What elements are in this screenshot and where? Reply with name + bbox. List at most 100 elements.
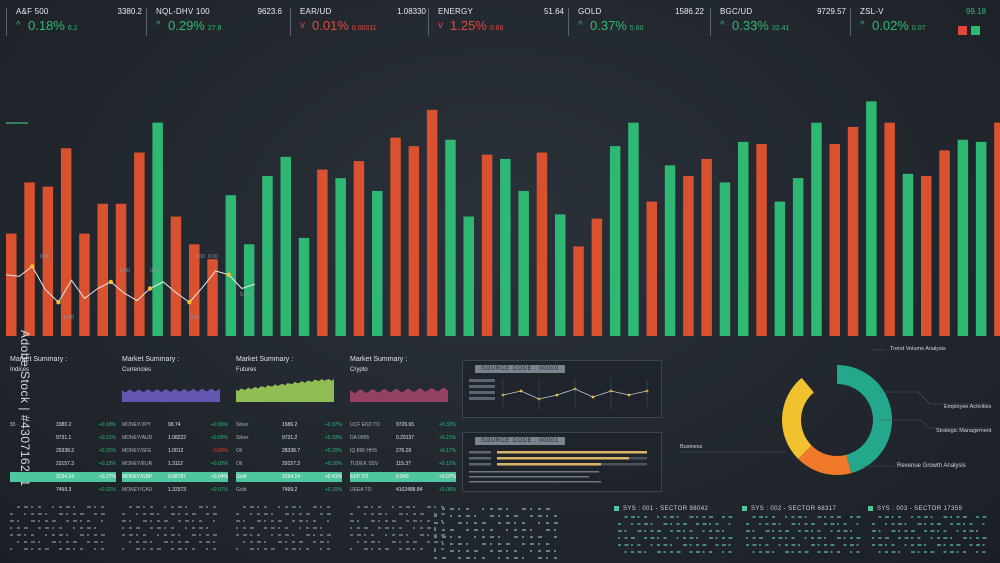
market-row[interactable]: Silver 1586.2 +0.37% <box>236 420 342 430</box>
ticker-separator <box>710 8 711 36</box>
row-change: +0.21% <box>98 435 116 441</box>
ticker-percent: 0.18% <box>28 18 65 33</box>
row-value: 1.08222 <box>168 435 187 441</box>
arrow-up-icon: ^ <box>16 20 21 31</box>
ticker-change: 32.41 <box>771 25 790 32</box>
row-change: -0.02% <box>212 448 228 454</box>
ticker-name: EAR/UD <box>300 7 332 16</box>
market-row[interactable]: 7499.3 +0.32% <box>10 485 116 495</box>
chart-bar <box>518 190 529 336</box>
market-row[interactable]: Gold 3194.14 +0.41% <box>236 472 342 482</box>
market-row[interactable]: 9731.1 +0.21% <box>10 433 116 443</box>
chart-bar <box>280 156 291 336</box>
market-row[interactable]: Gold 7499.2 +0.19% <box>236 485 342 495</box>
chart-bar <box>591 218 603 336</box>
row-change: +0.33% <box>438 422 456 428</box>
row-change: +0.08% <box>438 487 456 493</box>
market-row[interactable]: MONEY/SFE 1.0012 -0.02% <box>122 446 228 456</box>
market-row[interactable]: 3194.14 +0.27% <box>10 472 116 482</box>
chart-bar <box>463 216 474 336</box>
panel-subtitle: Futures <box>236 367 257 373</box>
panel-title: Market Summary : <box>236 356 294 363</box>
chart-bar <box>408 146 420 336</box>
row-value: 115.37 <box>396 461 411 467</box>
market-row[interactable]: MONEY/CAD 1.32573 +0.07% <box>122 485 228 495</box>
chart-point <box>147 286 153 291</box>
arrow-up-icon: ^ <box>860 20 865 31</box>
market-row[interactable]: 29338.2 +0.25% <box>10 446 116 456</box>
futures-area-chart <box>236 379 334 402</box>
row-value: 4102488.84 <box>396 487 423 493</box>
donut-label-business: Business <box>680 444 703 450</box>
row-name: TUDEK SSV <box>350 461 379 467</box>
red-square-icon <box>958 26 967 35</box>
market-row[interactable]: MONEY/AUD 1.08222 +0.05% <box>122 433 228 443</box>
row-value: 1.32573 <box>168 487 187 493</box>
ticker-item[interactable]: GOLD 1586.22 ^ 0.37% 5.60 <box>568 4 710 36</box>
chart-bar <box>481 154 493 336</box>
row-value: 9726.65 <box>396 422 415 428</box>
ticker-change: 27.8 <box>207 25 222 32</box>
row-change: +0.21% <box>438 435 456 441</box>
chart-point <box>226 272 231 277</box>
ticker-bar: A&F 500 3380.2 ^ 0.18% 6.2 NQL-DHV 100 96… <box>0 0 1000 40</box>
sys-sector-3: SYS : 003 - SECTOR 17359 <box>868 506 962 512</box>
row-change: +0.25% <box>98 448 116 454</box>
donut-label-employee: Employee Activities <box>944 404 992 410</box>
row-value: 29157.3 <box>282 461 301 467</box>
ticker-item[interactable]: NQL-DHV 100 9623.6 ^ 0.29% 27.8 <box>146 4 288 36</box>
row-change: +0.17% <box>438 448 456 454</box>
chart-bar <box>134 152 145 336</box>
row-name: EKP TO <box>350 474 369 480</box>
chart-bar <box>317 169 328 336</box>
chart-bar <box>957 139 969 336</box>
donut-segment <box>837 365 892 474</box>
ticker-separator <box>428 8 429 36</box>
market-row[interactable]: Oil 29157.3 +0.26% <box>236 459 342 469</box>
chart-bar <box>884 122 895 337</box>
market-row[interactable]: MONEY/GBP 0.68787 +0.04% <box>122 472 228 482</box>
market-row[interactable]: MONEY/JPY 99.74 +0.06% <box>122 420 228 430</box>
market-row[interactable]: $5 · 3380.2 +0.18% <box>10 420 116 430</box>
donut-segment <box>798 445 852 475</box>
market-row[interactable]: TUDEK SSV 115.37 +0.12% <box>350 459 456 469</box>
chart-bar <box>243 244 255 336</box>
bullet-icon <box>868 506 873 511</box>
market-row[interactable]: Oil 28338.7 +0.29% <box>236 446 342 456</box>
donut-label-revenue: Revenue Growth Analysis <box>897 463 966 469</box>
market-row[interactable]: MONEY/EUR 1.3112 +0.03% <box>122 459 228 469</box>
market-row[interactable]: IQ 896 HHS 276.03 +0.17% <box>350 446 456 456</box>
market-row[interactable]: UCF EKD TO 9726.65 +0.33% <box>350 420 456 430</box>
market-row[interactable]: 23157.3 +0.13% <box>10 459 116 469</box>
chart-bar <box>42 186 54 336</box>
ticker-percent: 1.25% <box>450 18 487 33</box>
chart-bar <box>902 173 914 336</box>
ticker-item[interactable]: ENERGY 51.64 v 1.25% 0.66 <box>428 4 570 36</box>
ticker-name: BGC/UD <box>720 7 753 16</box>
ticker-item[interactable]: A&F 500 3380.2 ^ 0.18% 6.2 <box>6 4 148 36</box>
ticker-item[interactable]: ZSL-V 99.18 ^ 0.02% 0.07 <box>850 4 992 36</box>
chart-bar <box>225 195 237 336</box>
market-row[interactable]: Silver 9731.2 +0.33% <box>236 433 342 443</box>
market-summary-indices: Market Summary : Indices $5 · 3380.2 +0.18… <box>10 352 116 502</box>
chart-bar <box>97 203 108 336</box>
market-row[interactable]: UEEA TO 4102488.84 +0.08% <box>350 485 456 495</box>
ticker-name: GOLD <box>578 7 602 16</box>
chart-bar <box>829 144 840 336</box>
row-change: +0.29% <box>324 448 342 454</box>
ticker-item[interactable]: EAR/UD 1.08330 v 0.01% 0.00011 <box>290 4 432 36</box>
ticker-item[interactable]: BGC/UD 9729.57 ^ 0.33% 32.41 <box>710 4 852 36</box>
row-value: 3194.14 <box>56 474 75 480</box>
chart-bar <box>335 178 346 336</box>
ticker-value: 1586.22 <box>675 7 704 16</box>
row-name: MONEY/AUD <box>122 435 153 441</box>
market-row[interactable]: DA 0895 0.29137 +0.21% <box>350 433 456 443</box>
row-change: +0.41% <box>324 474 342 480</box>
row-change: +0.18% <box>98 422 116 428</box>
market-summary-crypto: Market Summary : Crypto UCF EKD TO 9726.6… <box>350 352 456 502</box>
ticker-percent: 0.37% <box>590 18 627 33</box>
source-code-header: SOURCE CODE : 00001 <box>475 437 565 445</box>
row-name: UCF EKD TO <box>350 422 381 428</box>
ticker-name: ZSL-V <box>860 7 884 16</box>
market-row[interactable]: EKP TO 0.840 +0.07% <box>350 472 456 482</box>
